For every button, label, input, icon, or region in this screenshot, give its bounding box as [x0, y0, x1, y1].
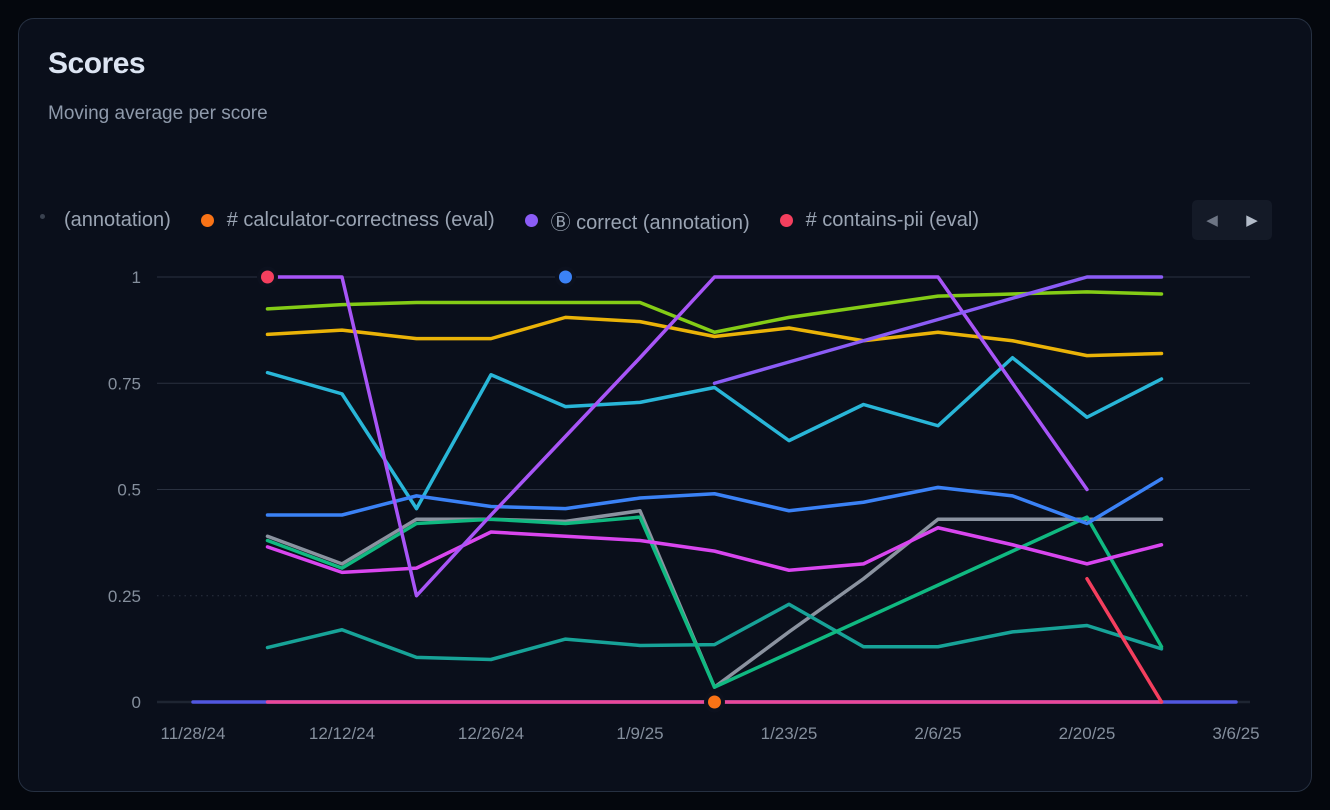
series-lime[interactable] — [265, 290, 1164, 334]
series-purple[interactable] — [265, 275, 1089, 598]
legend-item-label: # contains-pii (eval) — [805, 208, 980, 231]
y-axis-tick-label: 0 — [132, 693, 141, 712]
x-axis-tick-label: 12/12/24 — [309, 724, 375, 743]
legend-item-label: (annotation) — [64, 208, 171, 231]
y-axis-tick-label: 0.5 — [117, 481, 141, 500]
legend-item-3[interactable]: # contains-pii (eval) — [779, 208, 980, 232]
x-axis-tick-label: 3/6/25 — [1212, 724, 1259, 743]
y-axis-tick-label: 0.25 — [108, 587, 141, 606]
x-axis-tick-label: 2/20/25 — [1059, 724, 1116, 743]
series-teal[interactable] — [265, 602, 1164, 662]
legend-prev-button[interactable]: ◀ — [1192, 200, 1232, 240]
marker-blue-dot[interactable] — [559, 270, 572, 284]
x-axis-tick-label: 1/9/25 — [616, 724, 663, 743]
legend-swatch-icon — [779, 213, 793, 227]
legend-item-2[interactable]: Ⓑ correct (annotation) — [524, 206, 750, 235]
legend-item-0[interactable]: (annotation) — [64, 209, 171, 232]
series-emerald[interactable] — [265, 515, 1164, 689]
x-axis-tick-label: 11/28/24 — [161, 724, 226, 743]
series-red[interactable] — [1085, 577, 1164, 704]
legend: (annotation) # calculator-correctness (ev… — [40, 198, 1272, 242]
y-axis-tick-label: 1 — [132, 268, 141, 287]
x-axis-tick-label: 12/26/24 — [458, 724, 524, 743]
series-magenta[interactable] — [265, 526, 1164, 575]
series-yellow[interactable] — [265, 315, 1164, 358]
marker-orange-dot[interactable] — [708, 695, 721, 709]
legend-item-label: Ⓑ correct (annotation) — [550, 211, 750, 234]
legend-item-1[interactable]: # calculator-correctness (eval) — [200, 208, 495, 232]
series-cyan[interactable] — [265, 356, 1164, 511]
legend-swatch-icon — [200, 213, 214, 227]
scores-card: Scores Moving average per score (annotat… — [18, 18, 1312, 792]
series-blue[interactable] — [265, 477, 1164, 526]
page-title: Scores — [48, 47, 146, 80]
legend-next-button[interactable]: ▶ — [1232, 200, 1272, 240]
page-subtitle: Moving average per score — [48, 103, 268, 124]
legend-swatch-icon — [524, 213, 538, 227]
marker-red-dot[interactable] — [261, 270, 274, 284]
series-violet[interactable] — [712, 275, 1164, 385]
x-axis-tick-label: 1/23/25 — [761, 724, 818, 743]
legend-nav: ◀ ▶ — [1192, 200, 1272, 240]
legend-item-label: # calculator-correctness (eval) — [226, 208, 495, 231]
y-axis-tick-label: 0.75 — [108, 374, 141, 393]
x-axis-tick-label: 2/6/25 — [914, 724, 961, 743]
legend-items: (annotation) # calculator-correctness (ev… — [40, 206, 980, 235]
